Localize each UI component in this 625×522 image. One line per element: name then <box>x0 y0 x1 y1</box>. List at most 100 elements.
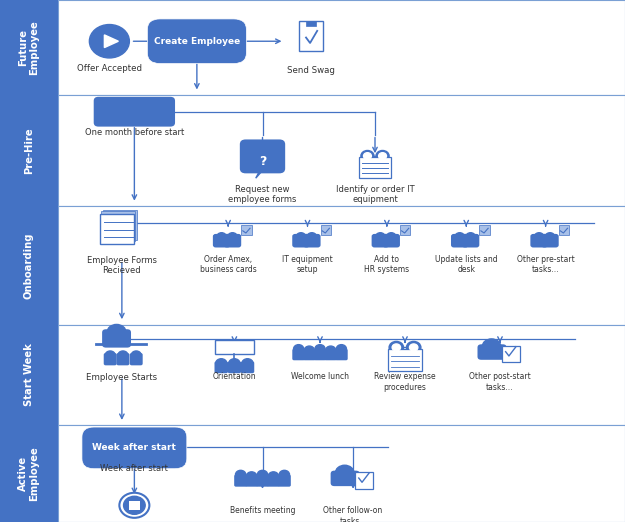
Circle shape <box>228 233 238 241</box>
Circle shape <box>336 345 346 353</box>
FancyBboxPatch shape <box>303 234 321 247</box>
Bar <box>215 340 254 354</box>
FancyBboxPatch shape <box>224 234 241 247</box>
FancyBboxPatch shape <box>213 234 230 247</box>
Text: Active
Employee: Active Employee <box>18 446 39 501</box>
Text: Update lists and
desk: Update lists and desk <box>435 255 498 274</box>
Bar <box>101 211 136 242</box>
Text: Future
Employee: Future Employee <box>18 20 39 75</box>
FancyBboxPatch shape <box>278 474 291 487</box>
Circle shape <box>545 233 555 241</box>
Bar <box>0 325 58 425</box>
Circle shape <box>246 472 257 480</box>
Polygon shape <box>104 35 118 48</box>
Circle shape <box>466 233 476 241</box>
Text: Start Week: Start Week <box>24 343 34 407</box>
Text: Employee Forms
Recieved: Employee Forms Recieved <box>87 256 157 275</box>
FancyBboxPatch shape <box>102 329 131 348</box>
Text: Send Swag: Send Swag <box>288 66 335 75</box>
Circle shape <box>376 150 389 161</box>
Text: ?: ? <box>259 156 266 168</box>
Circle shape <box>455 233 464 241</box>
Text: Welcome lunch: Welcome lunch <box>291 372 349 381</box>
Circle shape <box>482 339 501 354</box>
Circle shape <box>315 345 325 353</box>
FancyBboxPatch shape <box>324 349 337 360</box>
Circle shape <box>124 496 145 514</box>
Text: Onboarding: Onboarding <box>24 232 34 299</box>
FancyBboxPatch shape <box>267 474 280 487</box>
Text: Pre-Hire: Pre-Hire <box>24 127 34 174</box>
Text: Benefits meeting: Benefits meeting <box>230 506 295 515</box>
Polygon shape <box>256 169 264 178</box>
Bar <box>479 225 490 235</box>
Circle shape <box>376 233 385 241</box>
FancyBboxPatch shape <box>462 234 479 247</box>
Circle shape <box>242 359 253 368</box>
FancyBboxPatch shape <box>335 349 348 360</box>
Bar <box>58 425 625 522</box>
Text: Identify or order IT
equipment: Identify or order IT equipment <box>336 185 414 204</box>
FancyBboxPatch shape <box>292 234 309 247</box>
Circle shape <box>89 25 129 58</box>
Circle shape <box>268 472 279 480</box>
Circle shape <box>119 493 149 518</box>
FancyBboxPatch shape <box>372 234 389 247</box>
Bar <box>559 225 569 235</box>
FancyBboxPatch shape <box>331 471 359 486</box>
FancyBboxPatch shape <box>214 361 228 373</box>
Text: IT equipment
setup: IT equipment setup <box>282 255 333 274</box>
Circle shape <box>258 470 268 479</box>
Circle shape <box>406 341 421 353</box>
Bar <box>58 206 625 325</box>
Circle shape <box>392 344 401 351</box>
Circle shape <box>326 346 336 354</box>
FancyBboxPatch shape <box>478 345 506 360</box>
FancyBboxPatch shape <box>234 474 247 487</box>
FancyBboxPatch shape <box>382 234 400 247</box>
FancyBboxPatch shape <box>116 353 129 365</box>
Text: Offer Accepted: Offer Accepted <box>77 64 142 73</box>
Bar <box>359 157 391 179</box>
Text: Review expense
procedures: Review expense procedures <box>374 372 436 392</box>
Bar <box>0 425 58 522</box>
Text: Week after start: Week after start <box>92 443 176 453</box>
Circle shape <box>389 341 404 353</box>
Bar <box>355 472 372 489</box>
FancyBboxPatch shape <box>228 361 241 373</box>
FancyBboxPatch shape <box>314 349 326 360</box>
FancyBboxPatch shape <box>451 234 468 247</box>
Circle shape <box>229 359 240 368</box>
Circle shape <box>118 351 128 359</box>
Circle shape <box>236 470 246 479</box>
Bar <box>388 349 422 371</box>
Bar <box>129 501 140 510</box>
Bar <box>241 225 251 235</box>
Bar <box>100 214 134 244</box>
FancyBboxPatch shape <box>148 19 246 64</box>
Circle shape <box>217 233 226 241</box>
Text: Add to
HR systems: Add to HR systems <box>364 255 409 274</box>
FancyBboxPatch shape <box>292 349 305 360</box>
Text: Request new
employee forms: Request new employee forms <box>228 185 297 204</box>
Bar <box>299 21 323 51</box>
FancyBboxPatch shape <box>104 353 117 365</box>
Text: Orientation: Orientation <box>213 372 256 381</box>
Text: Order Amex,
business cards: Order Amex, business cards <box>200 255 256 274</box>
Circle shape <box>364 152 371 159</box>
FancyBboxPatch shape <box>303 349 316 360</box>
Circle shape <box>361 150 374 161</box>
FancyBboxPatch shape <box>94 97 175 127</box>
FancyBboxPatch shape <box>531 234 548 247</box>
Circle shape <box>307 233 317 241</box>
Circle shape <box>131 351 141 359</box>
Text: One month before start: One month before start <box>85 128 184 137</box>
Circle shape <box>409 344 418 351</box>
FancyBboxPatch shape <box>82 427 187 469</box>
Bar <box>58 325 625 425</box>
Bar <box>58 95 625 206</box>
FancyBboxPatch shape <box>245 474 258 487</box>
Bar <box>502 346 520 362</box>
Circle shape <box>304 346 314 354</box>
Circle shape <box>335 465 354 481</box>
